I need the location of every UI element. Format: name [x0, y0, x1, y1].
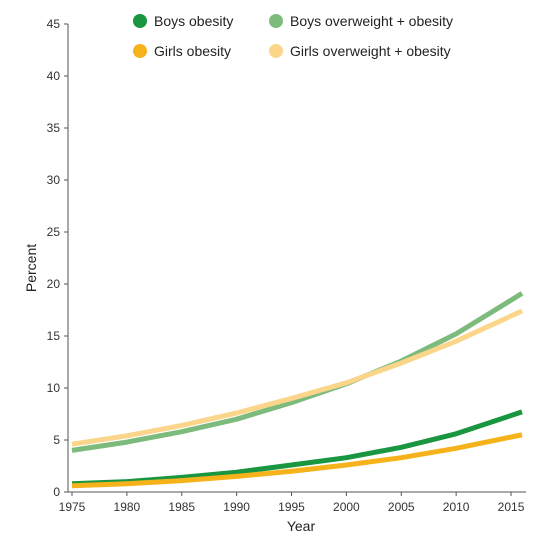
- y-tick-label: 45: [47, 17, 61, 31]
- x-tick-label: 1985: [168, 500, 195, 514]
- y-ticks: 0 5 10 15 20 25 30 35 40 45: [47, 17, 68, 499]
- series-line-boys-overweight-obesity: [71, 291, 524, 453]
- x-tick-label: 1975: [59, 500, 86, 514]
- y-tick-label: 25: [47, 225, 61, 239]
- legend-label: Girls overweight + obesity: [290, 43, 451, 59]
- x-tick-label: 1995: [278, 500, 305, 514]
- legend-marker: [269, 44, 283, 58]
- y-tick-label: 20: [47, 277, 61, 291]
- y-tick-label: 40: [47, 69, 61, 83]
- legend-label: Boys obesity: [154, 13, 233, 29]
- y-tick-label: 5: [53, 433, 60, 447]
- series-line-girls-overweight-obesity: [71, 308, 524, 447]
- x-tick-label: 1990: [223, 500, 250, 514]
- series-lines: [71, 291, 524, 489]
- legend: Boys obesity Boys overweight + obesity Gir…: [133, 13, 453, 59]
- y-tick-label: 30: [47, 173, 61, 187]
- y-tick-label: 0: [53, 485, 60, 499]
- x-tick-label: 2010: [443, 500, 470, 514]
- x-tick-label: 2015: [498, 500, 525, 514]
- y-tick-label: 10: [47, 381, 61, 395]
- legend-marker: [269, 14, 283, 28]
- legend-marker: [133, 14, 147, 28]
- y-tick-label: 35: [47, 121, 61, 135]
- x-ticks: 1975 1980 1985 1990 1995 2000 2005 2010 2015: [59, 492, 525, 514]
- y-axis-title: Percent: [23, 244, 39, 292]
- x-tick-label: 1980: [114, 500, 141, 514]
- x-tick-label: 2005: [388, 500, 415, 514]
- legend-marker: [133, 44, 147, 58]
- y-tick-label: 15: [47, 329, 61, 343]
- legend-label: Girls obesity: [154, 43, 231, 59]
- x-tick-label: 2000: [333, 500, 360, 514]
- legend-label: Boys overweight + obesity: [290, 13, 453, 29]
- x-axis-title: Year: [287, 518, 316, 534]
- series-line-girls-obesity: [71, 432, 523, 489]
- axes: 0 5 10 15 20 25 30 35 40 45 1975 1980 1985 1990 1995 2…: [23, 17, 526, 534]
